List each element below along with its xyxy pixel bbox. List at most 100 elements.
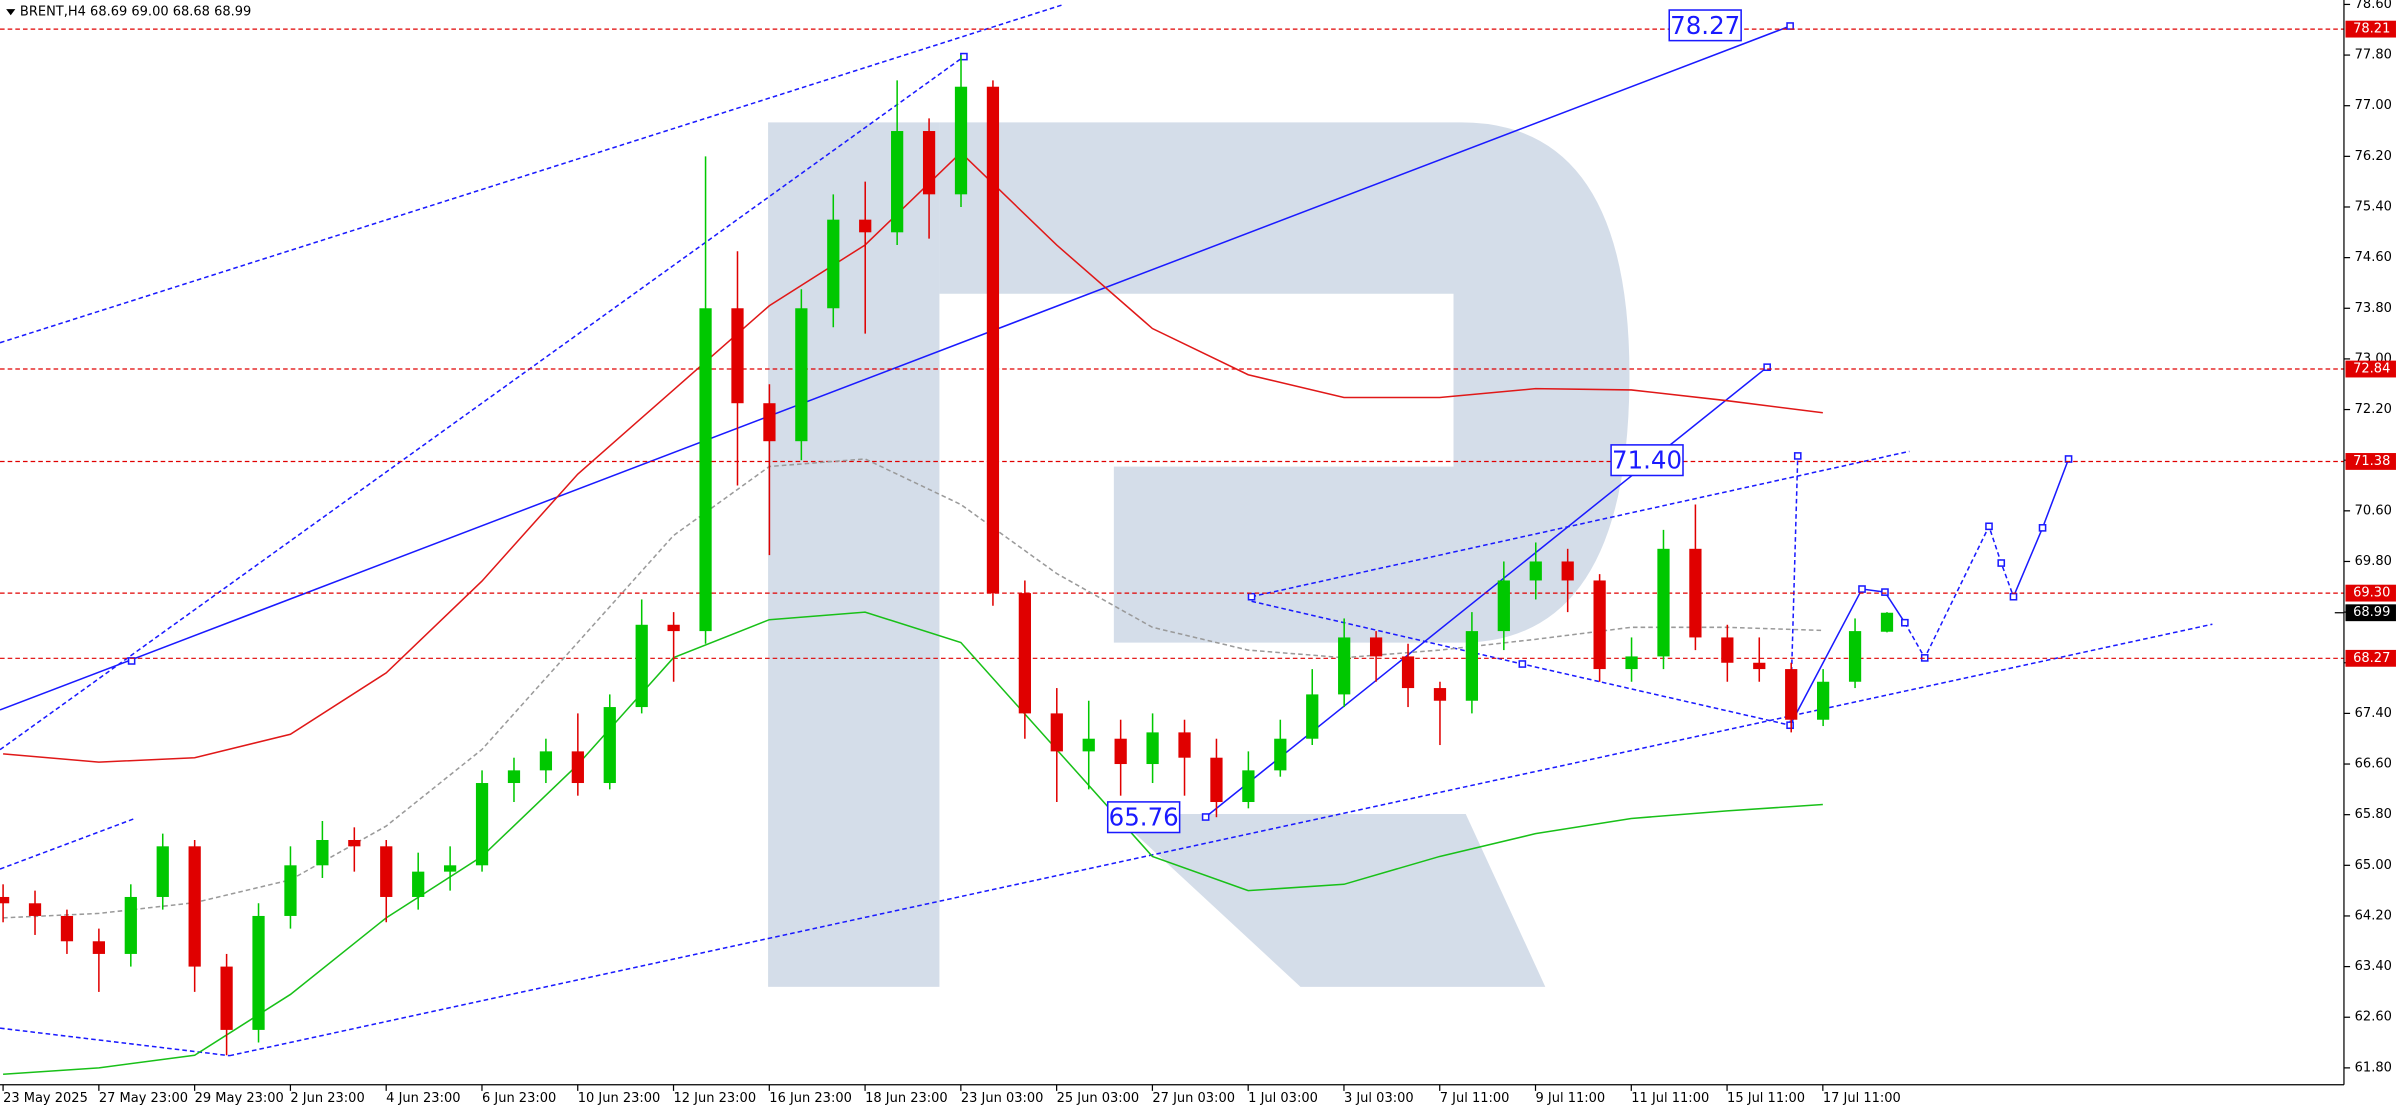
candle-body xyxy=(1082,738,1095,752)
trend-line xyxy=(1251,450,1910,598)
vertex xyxy=(2009,592,2018,601)
candle-body xyxy=(28,903,42,916)
x-tick-label: 12 Jun 23:00 xyxy=(674,1091,757,1106)
vertex xyxy=(1786,22,1794,30)
x-tick-label: 27 May 23:00 xyxy=(99,1091,188,1106)
annotation-box xyxy=(1610,444,1684,477)
y-tick-label: 76.20 xyxy=(2355,149,2392,164)
candle-body xyxy=(220,966,233,1030)
candle-body xyxy=(603,707,616,784)
vertex xyxy=(1858,585,1866,593)
y-tick-label: 65.00 xyxy=(2355,858,2392,873)
y-tick-label: 70.60 xyxy=(2355,503,2392,518)
annotation-label: 65.76 xyxy=(1109,803,1179,832)
logo-stem xyxy=(768,122,940,987)
candle-body xyxy=(380,846,393,897)
annotation-box xyxy=(1668,9,1742,42)
x-tick-label: 18 Jun 23:00 xyxy=(865,1091,948,1106)
candle-body xyxy=(1338,637,1351,695)
candle-body xyxy=(507,770,521,784)
trend-line xyxy=(0,817,135,870)
x-tick-label: 15 Jul 11:00 xyxy=(1727,1091,1805,1106)
y-tick-label: 78.60 xyxy=(2355,0,2392,12)
annotation-label: 78.27 xyxy=(1670,11,1740,40)
candle-body xyxy=(1848,631,1862,682)
candle-body xyxy=(316,839,329,866)
level-label-box xyxy=(2345,360,2396,378)
moving-average xyxy=(3,151,1823,763)
trend-line xyxy=(0,55,965,751)
vertex xyxy=(1985,522,1993,531)
current-price-label: 68.99 xyxy=(2353,605,2390,620)
y-tick-label: 77.00 xyxy=(2355,98,2392,113)
candle-body xyxy=(763,403,776,442)
level-label: 69.30 xyxy=(2353,586,2390,601)
x-tick-label: 1 Jul 03:00 xyxy=(1248,1091,1318,1106)
candle-body xyxy=(1401,656,1415,689)
candle-body xyxy=(1561,561,1574,581)
candle-body xyxy=(1433,688,1447,701)
candle-body xyxy=(1817,681,1830,720)
level-label: 78.21 xyxy=(2353,22,2390,37)
candle-body xyxy=(795,308,808,442)
candle-body xyxy=(986,86,1000,594)
moving-average xyxy=(3,611,1823,1075)
vertex xyxy=(1201,813,1210,821)
candle-body xyxy=(92,941,105,954)
candle-body xyxy=(1497,580,1510,632)
vertex xyxy=(1518,660,1527,668)
candle-body xyxy=(1593,580,1606,670)
candle-body xyxy=(475,783,489,866)
moving-average xyxy=(3,458,1823,919)
x-tick-label: 4 Jun 23:00 xyxy=(386,1091,460,1106)
x-tick-label: 29 May 23:00 xyxy=(195,1091,284,1106)
candle-body xyxy=(188,846,201,967)
x-tick-label: 6 Jun 23:00 xyxy=(482,1091,556,1106)
candle-body xyxy=(1210,757,1223,803)
candle-body xyxy=(1689,548,1702,638)
candle-body xyxy=(60,915,74,942)
y-tick-label: 69.80 xyxy=(2355,554,2392,569)
candle-body xyxy=(1753,662,1766,670)
candle-body xyxy=(1146,732,1159,765)
candle-body xyxy=(1178,732,1191,758)
x-tick-label: 2 Jun 23:00 xyxy=(290,1091,364,1106)
candle-body xyxy=(1529,561,1542,581)
x-tick-label: 17 Jul 11:00 xyxy=(1823,1091,1901,1106)
x-tick-label: 3 Jul 03:00 xyxy=(1344,1091,1414,1106)
candle-body xyxy=(124,896,137,954)
vertex xyxy=(1763,363,1771,372)
y-tick-label: 64.20 xyxy=(2355,908,2392,923)
x-tick-label: 7 Jul 11:00 xyxy=(1440,1091,1510,1106)
trend-line xyxy=(229,623,2213,1057)
trend-line xyxy=(0,1027,230,1057)
candle-body xyxy=(1114,738,1127,765)
candle-body xyxy=(667,624,680,632)
level-label-box xyxy=(2345,584,2396,602)
x-tick-label: 23 May 2025 xyxy=(3,1091,88,1106)
candle-body xyxy=(1625,656,1638,670)
candle-body xyxy=(252,915,265,1030)
current-price-box xyxy=(2345,604,2396,622)
trend-line xyxy=(0,3,1064,344)
x-tick-label: 25 Jun 03:00 xyxy=(1057,1091,1140,1106)
candle-body xyxy=(443,865,457,872)
level-label-box xyxy=(2345,649,2396,667)
x-tick-label: 10 Jun 23:00 xyxy=(578,1091,661,1106)
trend-line xyxy=(0,25,1791,711)
forecast-line xyxy=(1789,455,1799,726)
annotation-label: 71.40 xyxy=(1612,446,1682,475)
candle-body xyxy=(1721,637,1734,663)
y-tick-label: 74.60 xyxy=(2355,250,2392,265)
candle-body xyxy=(922,131,936,195)
level-label-box xyxy=(2345,453,2396,470)
candle-body xyxy=(412,871,425,897)
header: BRENT,H4 68.69 69.00 68.68 68.99 xyxy=(20,5,251,20)
trend-lines xyxy=(0,3,2213,1057)
level-label: 72.84 xyxy=(2353,362,2390,377)
menu-triangle xyxy=(6,9,16,16)
candle-body xyxy=(891,131,904,233)
candle-body xyxy=(284,865,297,916)
vertex xyxy=(1881,588,1889,596)
